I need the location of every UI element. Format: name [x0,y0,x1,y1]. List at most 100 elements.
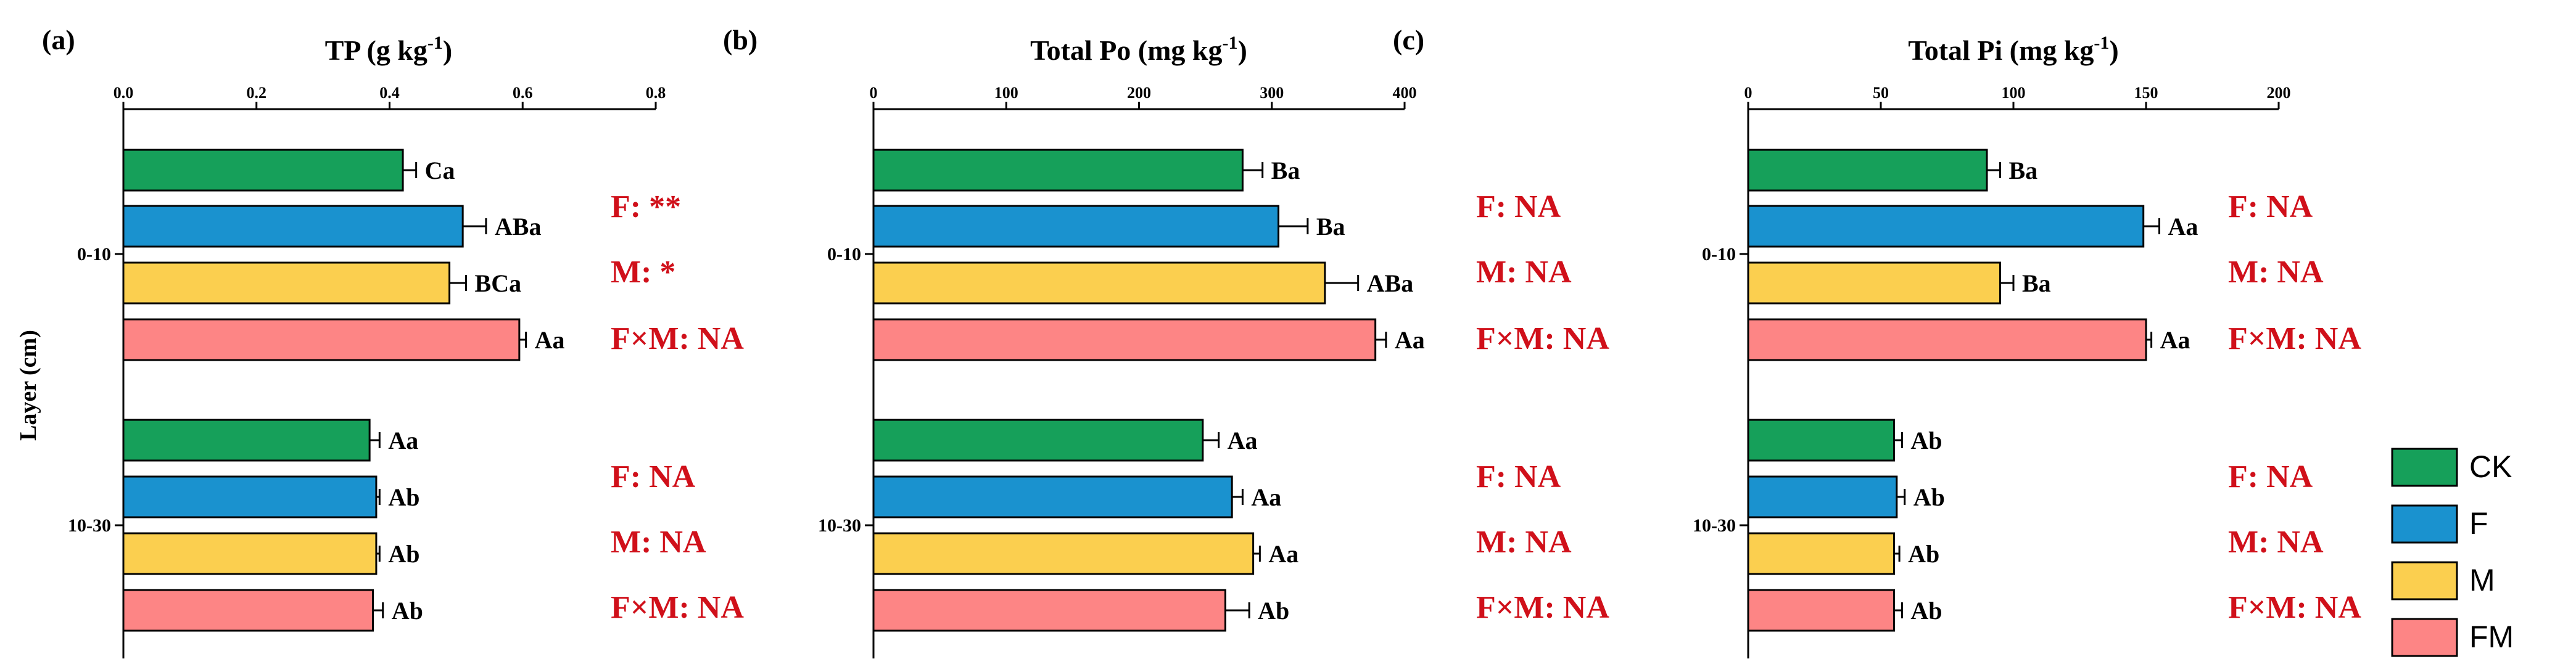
panels: (a) TP (g kg-1)0.0 0.2 0.4 0.6 0.80-1010-30Ca… [42,24,2361,658]
chart-title-end: ) [1238,35,1247,66]
stat-annotation: F×M: NA [2228,590,2361,625]
legend: CK FM FM [2391,448,2514,657]
bar-fm [122,589,374,632]
bar-m [872,532,1255,575]
y-tick-label: 0-10 [1702,244,1736,264]
significance-letter: ABa [495,213,542,240]
significance-letter: Ba [2009,157,2038,184]
panel-3: (c) Total Pi (mg kg-1) 0 50 100 150 200 0-10 10-… [1393,24,2361,658]
y-axis-label: Layer (cm) [15,330,41,441]
x-tick-label: 100 [2002,84,2026,102]
chart-title-main: Total Po (mg kg [1030,35,1222,66]
bar-m [1747,532,1895,575]
y-tick-label: 0-10 [827,244,861,264]
stat-annotation: F: ** [611,189,681,224]
x-tick-label: 0.6 [513,84,533,102]
stat-annotation: M: NA [2228,525,2324,560]
bar-f [122,475,378,518]
x-tick-label: 0.2 [247,84,267,102]
chart-title-end: ) [2109,35,2118,66]
y-tick-label: 10-30 [818,515,861,536]
legend-label: CK [2469,449,2512,484]
legend-swatch-f [2391,504,2458,544]
chart-title: Total Pi (mg kg-1) [1908,33,2118,66]
x-tick-label: 150 [2134,84,2158,102]
chart-title-main: Total Pi (mg kg [1908,35,2094,66]
legend-swatch-fm [2391,618,2458,657]
significance-letter: Aa [1228,427,1258,454]
bar-f [1747,205,2145,248]
stat-annotation: M: NA [2228,255,2324,290]
legend-label: FM [2469,620,2514,654]
stat-annotation: F×M: NA [611,590,744,625]
chart-title-superscript: -1 [427,33,443,53]
significance-letter: Aa [388,427,418,454]
stat-annotation: F×M: NA [611,321,744,356]
bar-fm [872,318,1377,361]
stat-annotation: M: NA [1476,255,1572,290]
bar-f [122,205,464,248]
x-tick-label: 0.4 [379,84,400,102]
x-tick-label: 400 [1393,84,1417,102]
chart-title: TP (g kg-1) [325,33,452,66]
significance-letter: Aa [1251,483,1281,511]
significance-letter: Ba [1271,157,1300,184]
stat-annotation: M: * [611,255,675,290]
chart-title: Total Po (mg kg-1) [1030,33,1247,66]
stat-annotation: F: NA [2228,189,2313,224]
panel-label: (b) [723,24,758,55]
significance-letter: Ab [1910,597,1942,625]
bar-ck [122,149,404,192]
x-tick-label: 50 [1873,84,1889,102]
x-tick-label: 300 [1260,84,1284,102]
stat-annotation: F: NA [2228,459,2313,494]
significance-letter: Aa [2160,326,2190,354]
bar-fm [1747,318,2147,361]
bar-m [1747,261,2001,305]
stat-annotation: F: NA [611,459,696,494]
legend-label: M [2469,563,2495,597]
bar-ck [122,419,371,462]
bar-f [1747,475,1898,518]
x-tick-label: 0.8 [646,84,666,102]
bar-ck [872,149,1244,192]
bar-ck [872,419,1204,462]
significance-letter: Ab [1913,483,1945,511]
bar-f [872,205,1280,248]
stat-annotation: M: NA [1476,525,1572,560]
y-tick-label: 10-30 [1693,515,1736,536]
x-tick-label: 200 [2267,84,2291,102]
panel-2: (b) Total Po (mg kg-1) 0 100 200 300 400 0-10 10… [723,24,1609,658]
significance-letter: Aa [535,326,565,354]
bar-m [122,261,451,305]
panel-1: (a) TP (g kg-1) 0.0 0.2 0.4 0.6 0.8 0-10 10-30 Ca… [42,24,744,658]
bar-f [872,475,1233,518]
legend-swatch-ck [2391,448,2458,487]
significance-letter: Ab [388,483,419,511]
significance-letter: Aa [1395,326,1425,354]
bar-m [872,261,1326,305]
x-tick-label: 0 [1744,84,1752,102]
significance-letter: Ab [1910,427,1942,454]
stat-annotation: F×M: NA [1476,590,1609,625]
panel-label: (a) [42,24,75,55]
x-tick-label: 0.0 [114,84,134,102]
stat-annotation: F: NA [1476,459,1561,494]
significance-letter: Ab [1908,540,1939,568]
legend-label: F [2469,506,2488,541]
chart-title-superscript: -1 [1223,33,1238,53]
stat-annotation: F×M: NA [1476,321,1609,356]
x-tick-label: 100 [994,84,1018,102]
significance-letter: Ab [392,597,423,625]
bar-ck [1747,149,1988,192]
stat-annotation: F: NA [1476,189,1561,224]
x-tick-label: 0 [870,84,878,102]
panel-label: (c) [1393,24,1424,55]
y-tick-label: 10-30 [68,515,111,536]
bar-fm [1747,589,1895,632]
legend-swatch-m [2391,561,2458,600]
bar-fm [872,589,1226,632]
significance-letter: Ca [425,157,455,184]
significance-letter: Ab [1258,597,1289,625]
